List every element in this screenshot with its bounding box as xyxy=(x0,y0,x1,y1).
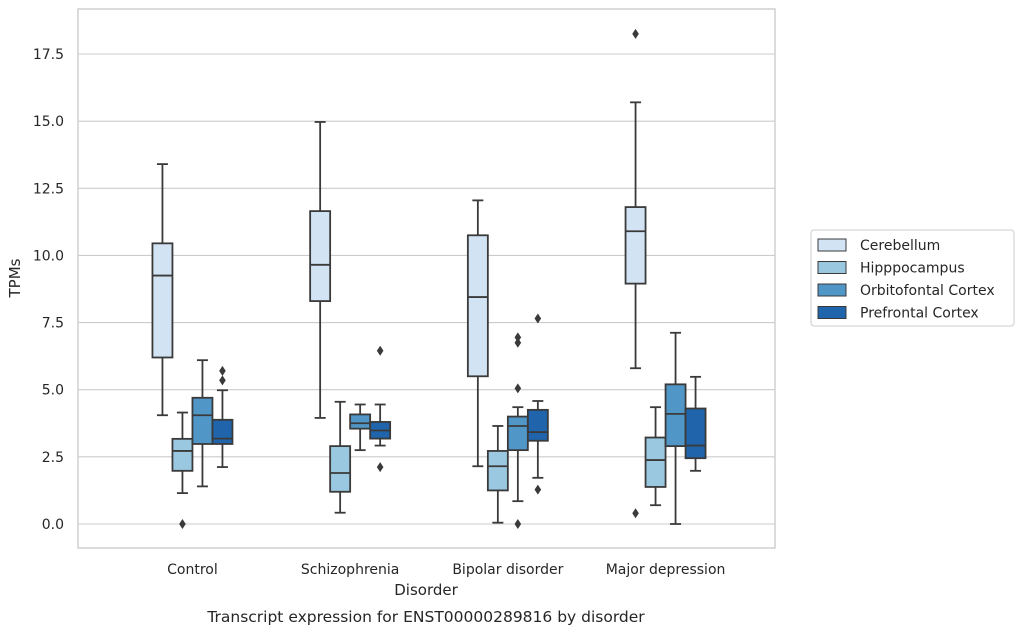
outlier-point xyxy=(179,519,186,529)
box-3-1 xyxy=(644,406,667,507)
box-iqr xyxy=(624,206,647,285)
outlier-point xyxy=(219,375,226,386)
box-2-3 xyxy=(526,313,549,495)
outlier-point xyxy=(514,332,522,343)
box-iqr xyxy=(211,418,234,445)
legend-swatch xyxy=(817,261,847,274)
legend-frame xyxy=(810,229,1015,327)
box-1-0 xyxy=(309,121,332,419)
box-iqr xyxy=(526,408,549,442)
box-0-2 xyxy=(191,359,214,488)
outlier-point xyxy=(632,28,639,39)
x-tick-label: Control xyxy=(167,562,218,578)
outlier-point xyxy=(376,345,384,356)
y-tick-label: 17.5 xyxy=(33,47,64,63)
x-tick-labels: Control Schizophrenia Bipolar disorder Majo… xyxy=(167,562,725,578)
box-iqr xyxy=(329,445,352,493)
y-axis-label: TPMs xyxy=(6,258,24,298)
box-iqr xyxy=(486,450,509,492)
box-iqr xyxy=(151,242,174,359)
outlier-point xyxy=(514,383,522,394)
y-tick-label: 7.5 xyxy=(42,316,64,332)
outlier-point xyxy=(376,462,384,473)
y-tick-labels: 0.0 2.5 5.0 7.5 10.0 12.5 15.0 17.5 xyxy=(33,47,64,533)
legend-swatch xyxy=(817,306,847,319)
legend: Cerebellum Hipppocampus Orbitofontal Corte… xyxy=(810,229,1015,327)
grid-lines xyxy=(78,53,775,525)
box-iqr xyxy=(349,413,372,430)
y-tick-label: 15.0 xyxy=(33,114,64,130)
outlier-point xyxy=(514,519,522,529)
outlier-point xyxy=(514,337,522,348)
chart-caption: Transcript expression for ENST0000028981… xyxy=(206,608,645,626)
box-3-3 xyxy=(684,375,707,472)
box-2-2 xyxy=(506,332,529,529)
y-tick-label: 10.0 xyxy=(33,248,64,264)
box-0-0 xyxy=(151,163,174,417)
box-iqr xyxy=(171,437,194,472)
box-2-1 xyxy=(486,425,509,524)
y-tick-label: 0.0 xyxy=(42,517,64,533)
box-iqr xyxy=(466,234,489,378)
box-1-1 xyxy=(329,400,352,514)
box-iqr xyxy=(506,415,529,452)
box-3-0 xyxy=(624,28,647,519)
box-iqr xyxy=(644,436,667,488)
outlier-point xyxy=(534,313,542,324)
plot-frame xyxy=(77,8,776,549)
x-axis-label: Disorder xyxy=(394,581,458,599)
legend-label: Prefrontal Cortex xyxy=(860,306,979,322)
box-3-2 xyxy=(664,331,687,525)
legend-swatch xyxy=(817,238,847,252)
x-tick-label: Bipolar disorder xyxy=(452,562,563,578)
box-2-0 xyxy=(466,199,489,468)
y-tick-label: 5.0 xyxy=(42,383,64,399)
box-iqr xyxy=(664,383,687,448)
outlier-point xyxy=(534,484,542,495)
y-tick-label: 12.5 xyxy=(33,181,64,197)
box-1-3 xyxy=(369,345,392,473)
legend-label: Cerebellum xyxy=(860,238,940,254)
box-1-2 xyxy=(349,403,372,452)
x-tick-label: Schizophrenia xyxy=(301,562,399,578)
y-tick-label: 2.5 xyxy=(42,450,64,466)
box-0-3 xyxy=(211,365,234,468)
x-tick-label: Major depression xyxy=(606,562,726,578)
legend-label: Orbitofontal Cortex xyxy=(860,283,995,299)
boxes xyxy=(151,28,707,529)
box-iqr xyxy=(191,396,214,445)
box-0-1 xyxy=(171,411,194,529)
outlier-point xyxy=(632,508,639,519)
legend-swatch xyxy=(817,283,847,297)
outlier-point xyxy=(219,365,226,376)
box-iqr xyxy=(309,210,332,302)
legend-label: Hipppocampus xyxy=(860,261,965,277)
box-iqr xyxy=(684,407,707,460)
